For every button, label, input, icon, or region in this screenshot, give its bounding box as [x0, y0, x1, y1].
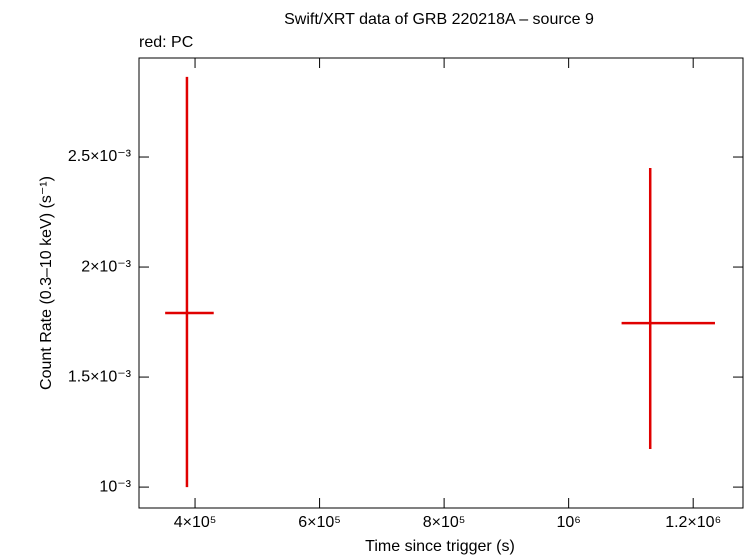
x-axis-label: Time since trigger (s)	[365, 538, 515, 555]
x-tick-label: 8×10⁵	[423, 514, 466, 531]
x-tick-label: 4×10⁵	[174, 514, 217, 531]
chart-subtitle: red: PC	[139, 34, 193, 51]
plot-frame	[138, 57, 744, 509]
y-tick-label: 2.5×10⁻³	[68, 148, 132, 165]
x-tick-label: 10⁶	[556, 514, 580, 531]
y-tick-label: 1.5×10⁻³	[68, 368, 132, 385]
y-tick-label: 2×10⁻³	[81, 258, 131, 275]
chart-title: Swift/XRT data of GRB 220218A – source 9	[284, 11, 594, 28]
x-tick-label: 1.2×10⁶	[665, 514, 721, 531]
y-tick-label: 10⁻³	[99, 478, 131, 495]
x-tick-label: 6×10⁵	[298, 514, 341, 531]
y-axis-label: Count Rate (0.3–10 keV) (s⁻¹)	[38, 176, 55, 390]
